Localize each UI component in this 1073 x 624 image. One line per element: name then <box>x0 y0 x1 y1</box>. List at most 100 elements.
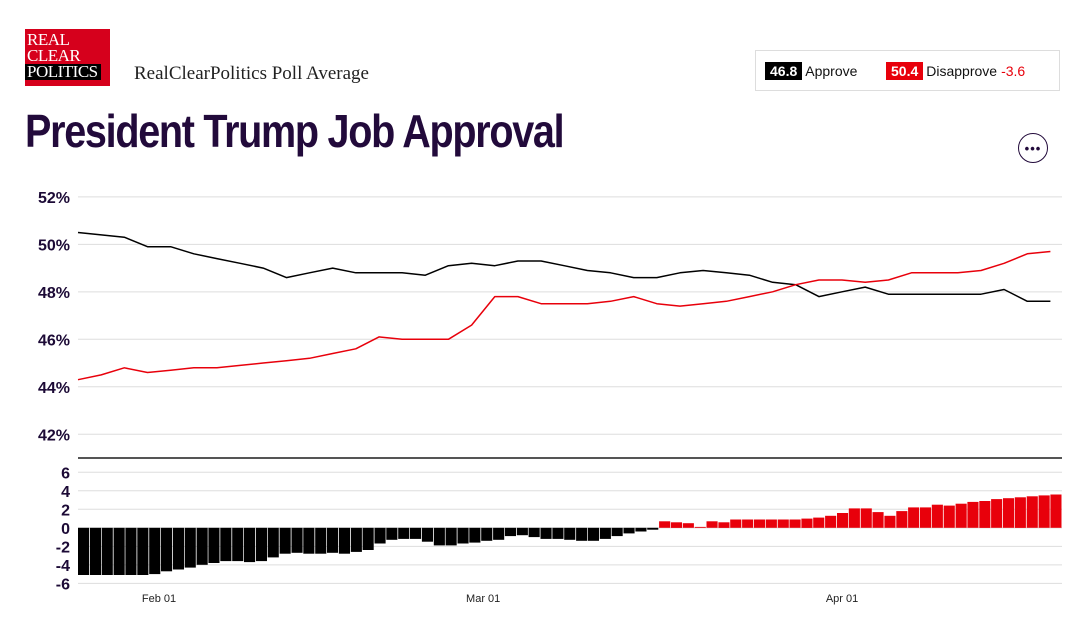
spread-bar <box>244 527 256 563</box>
spread-bar <box>149 527 161 575</box>
spread-bar <box>694 526 706 528</box>
spread-bar <box>872 512 884 528</box>
x-tick-label: Apr 01 <box>826 593 858 605</box>
spread-bar <box>1026 496 1038 528</box>
ellipsis-icon: ••• <box>1024 140 1042 156</box>
spread-bar <box>587 527 599 541</box>
spread-bar <box>599 527 611 539</box>
spread-bar <box>1003 498 1015 528</box>
legend-disapprove: 50.4 Disapprove -3.6 <box>886 62 1025 80</box>
spread-bar <box>611 527 623 537</box>
spread-bar <box>1038 495 1050 528</box>
spread-bar <box>908 507 920 528</box>
spread-bar <box>955 503 967 528</box>
legend-approve: 46.8 Approve <box>765 62 857 80</box>
spread-bar <box>338 527 350 554</box>
spread-bar <box>410 527 422 539</box>
bar-y-tick-label: 4 <box>61 484 70 501</box>
spread-bar <box>1050 494 1062 528</box>
spread-bar <box>398 527 410 539</box>
bar-y-tick-label: -2 <box>56 539 70 556</box>
spread-bar <box>659 521 671 528</box>
spread-bar <box>623 527 635 534</box>
logo-line-clear: CLEAR <box>27 46 81 65</box>
spread-bar <box>267 527 279 558</box>
spread-bar <box>481 527 493 541</box>
spread-bar <box>540 527 552 539</box>
y-tick-label: 52% <box>38 190 70 207</box>
approve-value-badge: 46.8 <box>765 62 803 80</box>
spread-bar <box>730 519 742 528</box>
y-tick-label: 50% <box>38 237 70 254</box>
spread-bar <box>504 527 516 537</box>
poll-average-subtitle: RealClearPolitics Poll Average <box>134 63 369 84</box>
spread-bar <box>89 527 101 575</box>
spread-bar <box>552 527 564 539</box>
spread-bar <box>516 527 528 536</box>
spread-bar <box>837 513 849 528</box>
spread-bar <box>706 521 718 528</box>
spread-bar <box>315 527 327 554</box>
spread-bar <box>161 527 173 572</box>
bar-y-tick-label: 2 <box>61 502 70 519</box>
spread-bar <box>113 527 125 575</box>
bar-y-tick-label: 6 <box>61 465 70 482</box>
spread-bar <box>920 507 932 528</box>
spread-bar <box>801 518 813 528</box>
spread-bar <box>386 527 398 540</box>
spread-bar <box>825 515 837 528</box>
spread-bar <box>125 527 137 575</box>
spread-bar <box>445 527 457 546</box>
bar-y-tick-label: 0 <box>61 521 70 538</box>
spread-bar <box>718 522 730 528</box>
spread-bar <box>813 517 825 528</box>
more-options-button[interactable]: ••• <box>1018 133 1048 163</box>
bar-y-tick-label: -4 <box>56 558 70 575</box>
disapprove-label: Disapprove <box>926 63 998 79</box>
disapprove-value-badge: 50.4 <box>886 62 924 80</box>
spread-bar <box>362 527 374 550</box>
spread-bar <box>979 501 991 528</box>
spread-bar <box>279 527 291 554</box>
spread-bar <box>528 527 540 538</box>
spread-value: -3.6 <box>1001 63 1026 79</box>
spread-bar <box>137 527 149 575</box>
spread-bar <box>967 501 979 528</box>
spread-bar <box>754 519 766 528</box>
spread-bar <box>303 527 315 554</box>
approve-label: Approve <box>805 63 858 79</box>
spread-bar <box>777 519 789 528</box>
logo-line-real: REAL <box>27 30 70 49</box>
spread-bar <box>860 508 872 528</box>
spread-bar <box>493 527 505 540</box>
spread-bar <box>931 504 943 528</box>
spread-bar <box>220 527 232 562</box>
spread-bar <box>896 511 908 528</box>
spread-bar <box>848 508 860 528</box>
y-tick-label: 46% <box>38 332 70 349</box>
logo-line-politics: POLITICS <box>25 63 101 80</box>
spread-bar <box>327 527 339 553</box>
spread-bar <box>469 527 481 543</box>
spread-bar <box>670 522 682 528</box>
spread-bar <box>232 527 244 562</box>
spread-bar <box>765 519 777 528</box>
spread-bar <box>635 527 647 532</box>
spread-bar <box>1014 497 1026 528</box>
spread-bar <box>184 527 196 568</box>
rcp-logo[interactable]: REAL CLEAR POLITICS <box>25 29 110 86</box>
spread-bar <box>433 527 445 546</box>
spread-bar <box>101 527 113 575</box>
y-tick-label: 44% <box>38 380 70 397</box>
spread-bar <box>742 519 754 528</box>
spread-bar <box>291 527 303 553</box>
spread-bar <box>884 515 896 528</box>
spread-bar <box>255 527 267 562</box>
y-tick-label: 48% <box>38 285 70 302</box>
spread-bar <box>564 527 576 540</box>
spread-bar <box>682 523 694 528</box>
spread-bar <box>943 505 955 528</box>
bar-y-tick-label: -6 <box>56 576 70 593</box>
spread-bar <box>208 527 220 563</box>
